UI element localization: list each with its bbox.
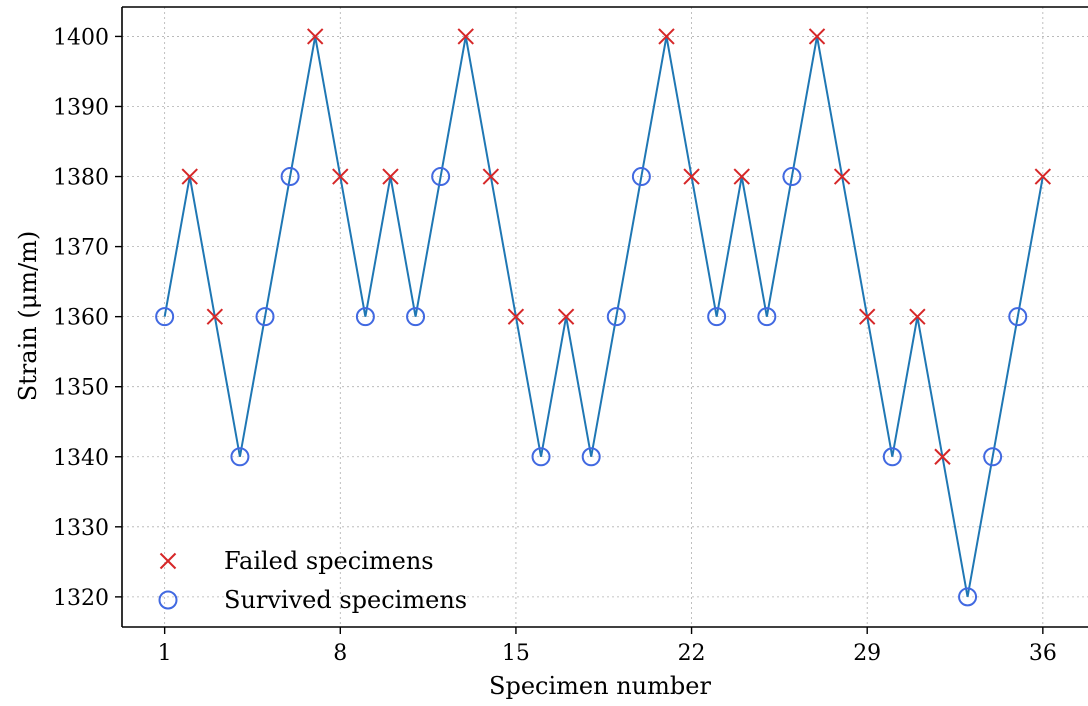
grid [122,7,1088,627]
survived-marker [958,587,978,607]
failed-marker [332,168,349,185]
survived-marker [531,447,551,467]
failed-marker [909,308,926,325]
survived-marker [631,167,651,187]
legend-survived-marker [158,590,178,610]
y-axis-label: Strain (μm/m) [14,231,42,402]
failed-marker [306,28,324,45]
failed-marker [733,168,750,185]
failed-marker [934,448,951,465]
survived-marker [230,447,250,467]
y-tick-label: 1350 [53,376,109,401]
survived-marker [406,307,426,327]
legend: Failed specimens Survived specimens [158,547,467,614]
x-tick-label: 1 [158,641,172,666]
data-line-group [163,36,1044,598]
failed-marker [507,308,525,325]
survived-marker [581,447,601,467]
survived-marker [355,307,375,327]
x-tick-label: 15 [502,641,530,666]
ticks: 1320 1330 1340 1350 1360 1370 1380 1390 1400 1 8 15… [53,25,1057,666]
failed-marker [1034,168,1052,185]
failed-marker [382,168,399,185]
survived-marker [983,447,1003,467]
failed-marker [482,168,500,185]
y-tick-label: 1340 [53,446,109,471]
survived-marker [606,307,626,327]
markers [155,28,1052,607]
y-tick-label: 1330 [53,516,109,541]
x-tick-label: 36 [1029,641,1057,666]
failed-marker [833,168,851,185]
survived-marker [782,167,802,187]
survived-marker [757,307,777,327]
failed-marker [858,308,876,325]
legend-failed-label: Failed specimens [224,547,434,575]
x-tick-label: 22 [678,641,706,666]
failed-marker [683,168,700,185]
failed-marker [457,28,474,45]
x-tick-label: 8 [333,641,347,666]
y-tick-label: 1380 [53,166,109,191]
y-tick-label: 1320 [53,586,109,611]
y-tick-label: 1400 [53,25,109,50]
failed-marker [808,28,826,45]
x-axis-label: Specimen number [489,672,711,700]
survived-marker [1008,307,1028,327]
data-line [163,36,1044,598]
failed-marker [181,168,198,185]
survived-marker [707,307,727,327]
y-tick-label: 1390 [53,95,109,120]
failed-marker [206,308,224,325]
legend-survived-label: Survived specimens [224,586,467,614]
survived-marker [255,307,275,327]
y-tick-label: 1370 [53,236,109,261]
x-tick-label: 29 [853,641,881,666]
legend-failed-marker [159,552,177,570]
survived-marker [155,307,175,327]
survived-marker [882,447,902,467]
survived-marker [280,167,300,187]
survived-marker [431,167,451,187]
failed-marker [658,28,675,45]
failed-marker [557,308,575,325]
y-tick-label: 1360 [53,306,109,331]
